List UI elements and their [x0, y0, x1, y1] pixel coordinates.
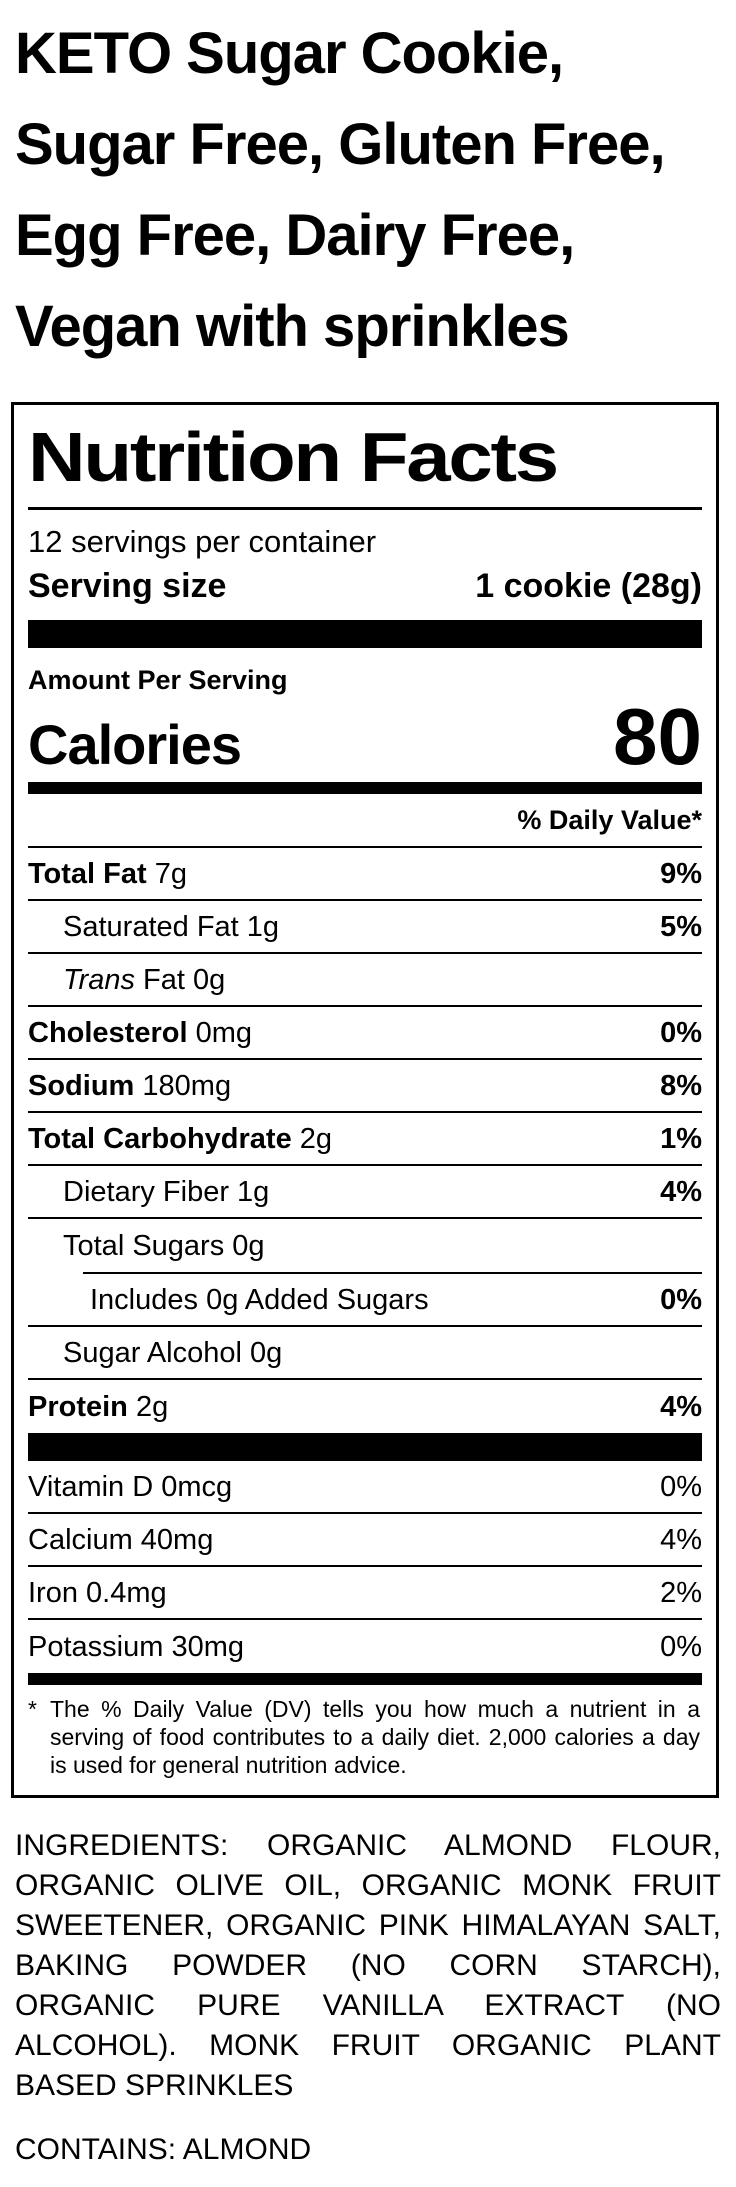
footnote-text: The % Daily Value (DV) tells you how muc…: [50, 1696, 700, 1778]
footnote-asterisk: *: [28, 1696, 37, 1722]
separator-bar-thick: [28, 620, 702, 648]
header-rule: [28, 507, 702, 510]
separator-bar-medium: [28, 1673, 702, 1685]
separator-bar-medium: [28, 782, 702, 794]
nutrient-label: Calcium 40mg: [28, 1523, 214, 1556]
nutrient-dv: 9%: [660, 857, 702, 890]
nutrient-label: Sodium: [28, 1069, 135, 1102]
ingredients-text: INGREDIENTS: ORGANIC ALMOND FLOUR, ORGAN…: [15, 1829, 721, 2102]
contains-text: CONTAINS: ALMOND: [15, 2133, 312, 2166]
nutrition-facts-panel: Nutrition Facts 12 servings per containe…: [11, 402, 719, 1798]
nutrient-label: Includes 0g Added Sugars: [90, 1283, 429, 1316]
nutrient-dv: 1%: [660, 1122, 702, 1155]
nutrient-row-sugar-alcohol: Sugar Alcohol 0g: [28, 1327, 702, 1380]
nutrition-facts-title: Nutrition Facts: [28, 418, 559, 496]
nutrient-dv: 8%: [660, 1069, 702, 1102]
daily-value-footnote: * The % Daily Value (DV) tells you how m…: [28, 1685, 702, 1795]
nutrient-label: Trans: [63, 963, 135, 996]
nutrient-label: Total Fat: [28, 857, 147, 890]
nutrient-label: Cholesterol: [28, 1016, 188, 1049]
nutrient-row-added-sugars: Includes 0g Added Sugars 0%: [28, 1274, 702, 1327]
nutrient-row-saturated-fat: Saturated Fat 1g 5%: [28, 901, 702, 954]
nutrient-label: Sugar Alcohol 0g: [63, 1336, 283, 1369]
nutrient-label: Potassium 30mg: [28, 1630, 244, 1663]
nutrient-dv: 0%: [660, 1630, 702, 1663]
nutrient-dv: 4%: [660, 1175, 702, 1208]
nutrient-label: Protein: [28, 1390, 128, 1423]
daily-value-header: % Daily Value*: [28, 794, 702, 848]
micronutrient-row-calcium: Calcium 40mg 4%: [28, 1514, 702, 1567]
nutrient-row-sodium: Sodium 180mg 8%: [28, 1060, 702, 1113]
serving-size-label: Serving size: [28, 567, 227, 605]
indented-rule: [83, 1272, 702, 1274]
nutrient-dv: 0%: [660, 1016, 702, 1049]
nutrient-label: Iron 0.4mg: [28, 1576, 167, 1609]
calories-value: 80: [613, 692, 702, 781]
nutrient-dv: 2%: [660, 1576, 702, 1609]
product-title: KETO Sugar Cookie, Sugar Free, Gluten Fr…: [15, 21, 666, 359]
nutrient-row-protein: Protein 2g 4%: [28, 1390, 702, 1423]
nutrient-row-total-carbohydrate: Total Carbohydrate 2g 1%: [28, 1113, 702, 1166]
micronutrient-row-iron: Iron 0.4mg 2%: [28, 1567, 702, 1620]
serving-size-value: 1 cookie (28g): [475, 567, 702, 605]
nutrient-row-cholesterol: Cholesterol 0mg 0%: [28, 1007, 702, 1060]
nutrient-label: Vitamin D 0mcg: [28, 1470, 233, 1503]
nutrient-label: Saturated Fat 1g: [63, 910, 280, 943]
nutrient-dv: 0%: [660, 1283, 702, 1316]
amount-per-serving-label: Amount Per Serving: [28, 665, 288, 695]
servings-per-container: 12 servings per container: [28, 524, 377, 559]
nutrient-row-total-sugars: Total Sugars 0g: [28, 1219, 702, 1272]
nutrient-dv: 4%: [660, 1523, 702, 1556]
nutrient-label: Total Carbohydrate: [28, 1122, 292, 1155]
nutrient-row-trans-fat: Trans Fat 0g: [28, 954, 702, 1007]
nutrient-row-total-fat: Total Fat 7g 9%: [28, 848, 702, 901]
micronutrient-row-vitamin-d: Vitamin D 0mcg 0%: [28, 1461, 702, 1514]
micronutrient-row-potassium: Potassium 30mg 0%: [28, 1620, 702, 1673]
nutrient-label: Total Sugars 0g: [63, 1229, 265, 1262]
calories-row: Calories 80: [28, 692, 702, 782]
nutrient-label: Dietary Fiber 1g: [63, 1175, 270, 1208]
serving-size-row: Serving size 1 cookie (28g): [28, 562, 702, 610]
nutrient-dv: 0%: [660, 1470, 702, 1503]
calories-label: Calories: [28, 713, 242, 776]
nutrient-row-dietary-fiber: Dietary Fiber 1g 4%: [28, 1166, 702, 1219]
separator-bar-thick: [28, 1433, 702, 1461]
nutrient-dv: 5%: [660, 910, 702, 943]
nutrient-dv: 4%: [660, 1390, 702, 1423]
